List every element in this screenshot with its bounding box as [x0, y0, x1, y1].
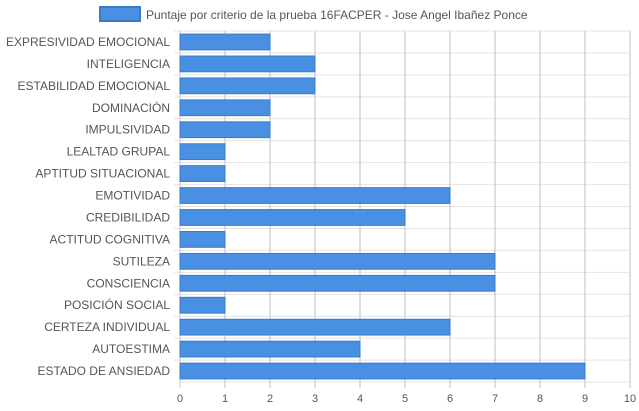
bar[interactable] [179, 209, 406, 226]
bar[interactable] [179, 165, 226, 182]
x-tick-label: 2 [267, 393, 273, 405]
category-label: ESTABILIDAD EMOCIONAL [18, 79, 171, 93]
bar[interactable] [179, 55, 316, 73]
legend[interactable]: Puntaje por criterio de la prueba 16FACP… [99, 6, 528, 22]
legend-swatch[interactable] [99, 6, 141, 22]
category-labels: EXPRESIVIDAD EMOCIONAL INTELIGENCIA ESTABI… [6, 35, 170, 378]
bar[interactable] [179, 77, 316, 95]
x-tick-label: 3 [312, 393, 318, 405]
bar[interactable] [179, 143, 226, 161]
bar[interactable] [179, 231, 226, 248]
bar[interactable] [179, 274, 496, 292]
x-tick-label: 4 [357, 393, 363, 405]
x-axis-tick-labels: 0 1 2 3 4 5 6 7 8 9 10 [177, 393, 636, 405]
x-tick-label: 5 [402, 393, 408, 405]
bar[interactable] [179, 362, 586, 380]
bar[interactable] [179, 318, 451, 336]
x-tick-label: 10 [624, 393, 636, 405]
x-tick-label: 1 [222, 393, 228, 405]
bar[interactable] [179, 252, 496, 270]
category-label: DOMINACIÓN [92, 100, 170, 115]
x-tick-label: 8 [537, 393, 543, 405]
bar[interactable] [179, 121, 271, 139]
legend-label[interactable]: Puntaje por criterio de la prueba 16FACP… [146, 8, 528, 22]
category-label: ACTITUD COGNITIVA [50, 232, 170, 246]
category-label: EMOTIVIDAD [95, 189, 170, 203]
x-tick-label: 9 [582, 393, 588, 405]
x-tick-label: 7 [492, 393, 498, 405]
bar[interactable] [179, 187, 451, 204]
category-label: IMPULSIVIDAD [85, 123, 170, 137]
category-label: INTELIGENCIA [87, 57, 170, 71]
category-label: POSICIÓN SOCIAL [64, 297, 170, 312]
bar[interactable] [179, 33, 271, 51]
category-label: CONSCIENCIA [87, 276, 170, 290]
bar[interactable] [179, 296, 226, 314]
category-label: AUTOESTIMA [92, 342, 170, 356]
bar[interactable] [179, 340, 361, 358]
category-label: CERTEZA INDIVIDUAL [44, 320, 170, 334]
x-tick-label: 0 [177, 393, 183, 405]
category-label: ESTADO DE ANSIEDAD [38, 364, 171, 378]
x-tick-label: 6 [447, 393, 453, 405]
category-label: APTITUD SITUACIONAL [35, 167, 170, 181]
bar[interactable] [179, 99, 271, 117]
category-label: EXPRESIVIDAD EMOCIONAL [6, 35, 170, 49]
category-label: LEALTAD GRUPAL [67, 145, 171, 159]
category-label: SUTILEZA [113, 254, 170, 268]
category-label: CREDIBILIDAD [86, 210, 170, 224]
bars [179, 33, 586, 380]
